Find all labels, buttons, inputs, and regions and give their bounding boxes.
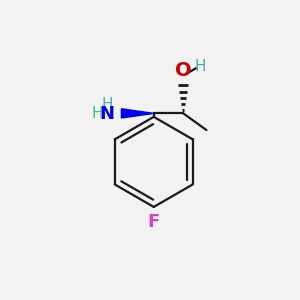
Text: O: O <box>175 61 192 80</box>
Text: F: F <box>148 213 160 231</box>
Text: H: H <box>92 106 103 121</box>
Text: H: H <box>101 97 113 112</box>
Text: N: N <box>100 105 115 123</box>
Polygon shape <box>122 109 154 118</box>
Text: H: H <box>194 58 206 74</box>
